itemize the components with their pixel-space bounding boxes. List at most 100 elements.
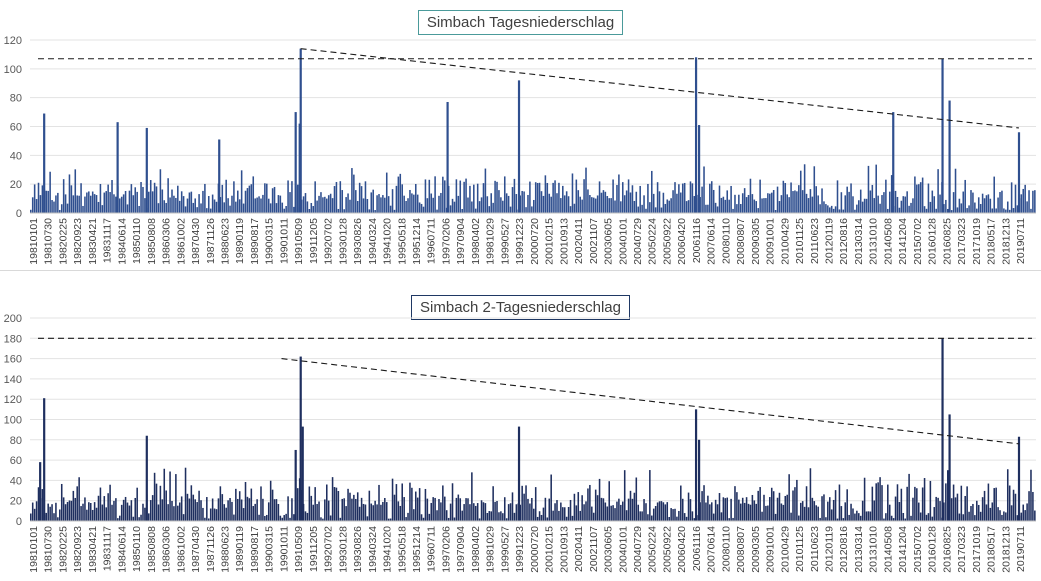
precipitation-bar: [60, 204, 63, 213]
precipitation-bar: [780, 503, 783, 521]
precipitation-bar: [888, 504, 891, 521]
precipitation-bar: [548, 498, 551, 521]
y-tick-label: 80: [10, 435, 22, 447]
precipitation-bar: [142, 186, 144, 213]
precipitation-bar: [780, 195, 783, 213]
precipitation-bar: [322, 197, 324, 213]
precipitation-bar: [88, 191, 90, 213]
precipitation-bar: [583, 179, 585, 213]
x-tick-label: 20070614: [706, 218, 718, 265]
precipitation-bar: [525, 485, 527, 521]
x-tick-label: 19970904: [455, 218, 467, 265]
precipitation-bar: [830, 205, 833, 213]
precipitation-bar: [68, 500, 71, 521]
precipitation-bar: [256, 499, 258, 521]
precipitation-bar: [385, 502, 388, 521]
precipitation-bar: [252, 176, 255, 213]
precipitation-bar: [84, 196, 86, 213]
precipitation-bar: [968, 511, 970, 521]
precipitation-bar: [242, 508, 245, 521]
precipitation-bar: [229, 498, 231, 521]
precipitation-bar: [637, 504, 640, 521]
precipitation-bar: [384, 498, 386, 521]
precipitation-bar: [370, 192, 373, 213]
x-tick-label: 19900315: [264, 526, 276, 573]
precipitation-bar: [445, 510, 448, 521]
precipitation-bar: [144, 507, 146, 521]
precipitation-bar: [237, 190, 239, 213]
precipitation-bar: [985, 504, 988, 521]
precipitation-bar: [819, 517, 821, 521]
precipitation-bar: [148, 191, 150, 213]
x-tick-label: 20171019: [971, 218, 983, 265]
precipitation-bar: [709, 183, 711, 213]
precipitation-bar: [925, 208, 928, 213]
precipitation-bar: [70, 500, 73, 521]
precipitation-bar: [461, 208, 463, 213]
precipitation-bar: [327, 195, 330, 213]
precipitation-bar: [155, 186, 158, 213]
x-tick-label: 19820923: [72, 218, 84, 265]
precipitation-bar: [983, 198, 986, 213]
precipitation-bar: [817, 506, 819, 521]
precipitation-bar: [240, 499, 243, 521]
precipitation-bar: [995, 487, 997, 521]
precipitation-bar: [240, 170, 243, 213]
precipitation-bar: [252, 506, 255, 521]
peak-bar: [299, 356, 302, 521]
x-tick-label: 20181213: [1000, 218, 1012, 265]
x-tick-label: 20060420: [676, 218, 688, 265]
precipitation-bar: [128, 505, 131, 521]
y-tick-label: 0: [16, 516, 22, 528]
precipitation-bar: [799, 170, 802, 213]
y-tick-label: 20: [10, 496, 22, 508]
precipitation-bar: [173, 506, 175, 521]
precipitation-bar: [318, 501, 320, 521]
precipitation-bar: [856, 204, 858, 213]
precipitation-bar: [438, 195, 440, 213]
precipitation-bar: [680, 485, 682, 521]
precipitation-bar: [917, 184, 920, 213]
precipitation-bar: [569, 206, 572, 213]
precipitation-bar: [933, 196, 936, 213]
x-tick-label: 20181213: [1000, 526, 1012, 573]
precipitation-bar: [759, 487, 761, 521]
precipitation-bar: [235, 488, 237, 521]
precipitation-bar: [823, 494, 825, 521]
precipitation-bar: [921, 487, 924, 521]
precipitation-bar: [447, 517, 450, 521]
precipitation-bar: [796, 479, 798, 521]
precipitation-bar: [747, 194, 750, 213]
precipitation-bar: [271, 489, 274, 521]
precipitation-bar: [587, 488, 589, 521]
peak-bar: [218, 139, 221, 213]
precipitation-bar: [413, 194, 415, 213]
precipitation-bar: [533, 199, 535, 213]
precipitation-bar: [997, 507, 999, 521]
precipitation-bar: [57, 192, 59, 213]
x-tick-label: 19981029: [485, 526, 497, 573]
precipitation-bar: [664, 504, 667, 521]
precipitation-bar: [774, 513, 777, 521]
precipitation-bar: [78, 195, 80, 213]
precipitation-bar: [515, 504, 518, 521]
precipitation-bar: [95, 195, 98, 213]
precipitation-bar: [778, 201, 781, 213]
two-day-precipitation-chart: 0 20 40 60 80 100 120 140 160 180 200 19810101 19810…: [4, 313, 1036, 573]
precipitation-bar: [529, 503, 531, 521]
x-tick-label: 19970904: [455, 526, 467, 573]
precipitation-bar: [275, 203, 278, 213]
precipitation-bar: [503, 176, 506, 213]
precipitation-bar: [594, 198, 597, 213]
precipitation-bar: [869, 190, 872, 213]
precipitation-bar: [469, 185, 471, 213]
precipitation-bar: [563, 195, 566, 213]
precipitation-bar: [726, 190, 729, 213]
precipitation-bar: [324, 499, 326, 521]
precipitation-bar: [204, 517, 206, 521]
precipitation-bar: [873, 500, 876, 521]
precipitation-bar: [275, 499, 278, 521]
precipitation-bar: [490, 511, 492, 521]
precipitation-bar: [500, 511, 502, 521]
precipitation-bar: [378, 484, 380, 521]
